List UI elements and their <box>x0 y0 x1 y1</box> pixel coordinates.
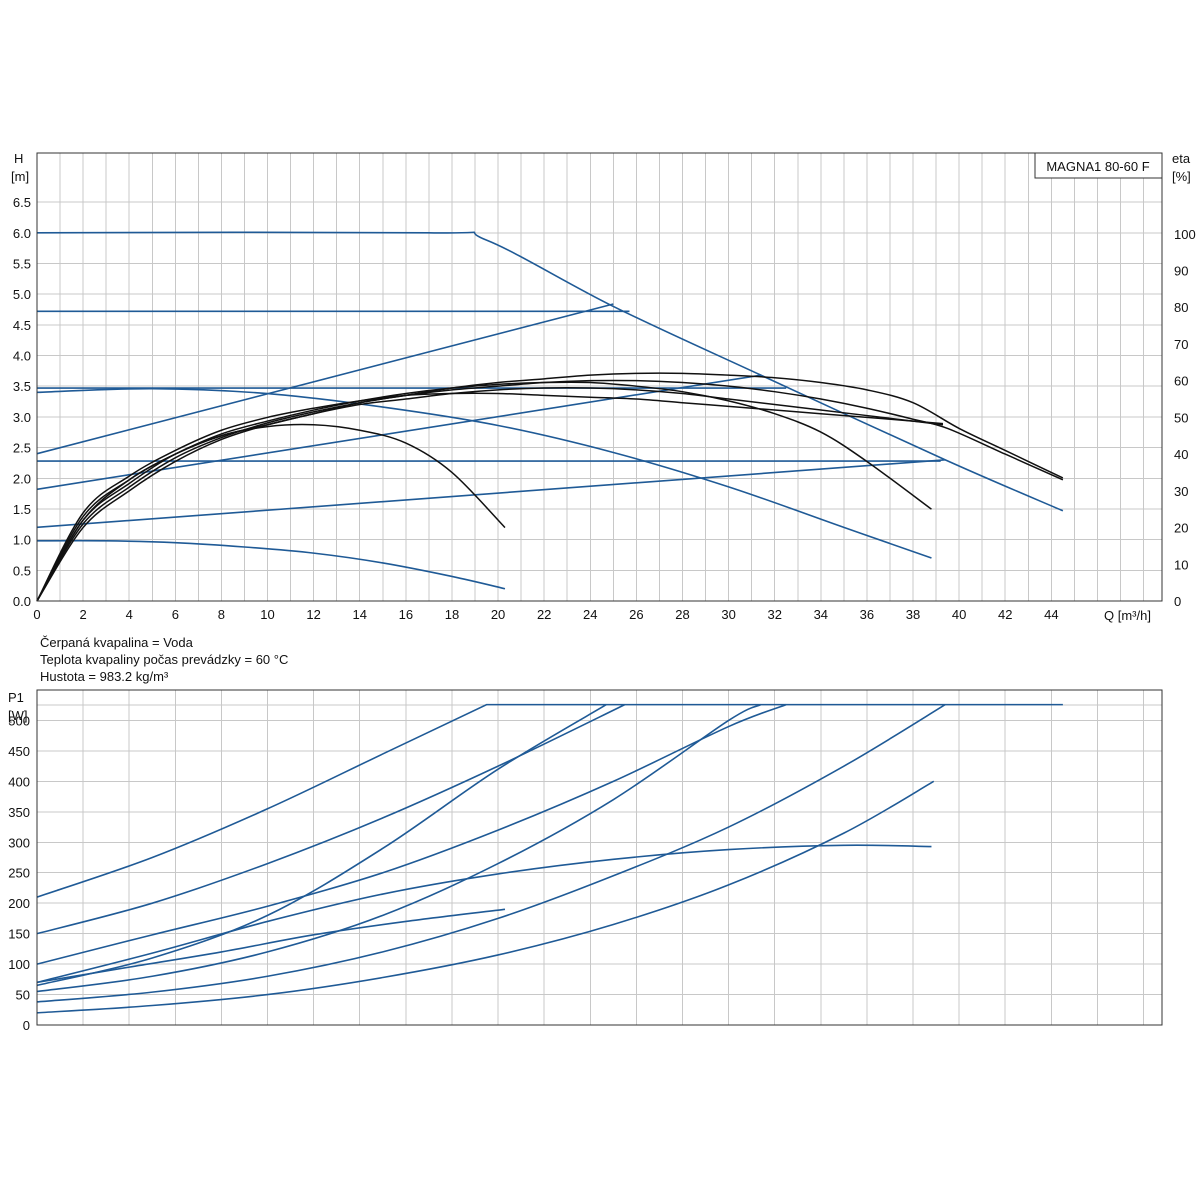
efficiency-curve <box>36 372 1064 602</box>
efficiency-curve <box>36 392 944 602</box>
head-tick-label: 5.5 <box>13 256 31 271</box>
flow-tick-label: 8 <box>218 607 225 622</box>
head-chart-ticks: 0.0 0.5 1.0 1.5 2.0 2.5 3.0 3.5 4.0 4.5 5.0 5.5 6.0 6… <box>13 195 1196 622</box>
head-tick-label: 3.5 <box>13 379 31 394</box>
flow-tick-label: 34 <box>814 607 828 622</box>
flow-tick-label: 32 <box>767 607 781 622</box>
eta-tick-label: 100 <box>1174 227 1196 242</box>
flow-tick-label: 20 <box>491 607 505 622</box>
eta-axis-label: eta <box>1172 151 1191 166</box>
head-tick-label: 6.0 <box>13 226 31 241</box>
flow-tick-label: 14 <box>353 607 367 622</box>
head-axis-label: H <box>14 151 23 166</box>
power-curve <box>36 703 607 987</box>
eta-tick-label: 30 <box>1174 484 1188 499</box>
flow-tick-label: 30 <box>721 607 735 622</box>
flow-tick-label: 44 <box>1044 607 1058 622</box>
flow-tick-label: 6 <box>172 607 179 622</box>
eta-tick-label: 50 <box>1174 410 1188 425</box>
power-chart-frame <box>36 689 1163 1026</box>
head-curve <box>36 459 946 529</box>
flow-tick-label: 36 <box>860 607 874 622</box>
eta-tick-label: 0 <box>1174 594 1181 609</box>
head-efficiency-chart: 0.0 0.5 1.0 1.5 2.0 2.5 3.0 3.5 4.0 4.5 5.0 5.5 6.0 6… <box>11 151 1196 623</box>
head-tick-label: 3.0 <box>13 410 31 425</box>
flow-tick-label: 10 <box>260 607 274 622</box>
flow-tick-label: 0 <box>33 607 40 622</box>
head-tick-label: 1.0 <box>13 533 31 548</box>
power-curve <box>36 844 932 984</box>
head-tick-label: 2.5 <box>13 441 31 456</box>
power-tick-label: 100 <box>8 957 30 972</box>
power-tick-label: 450 <box>8 744 30 759</box>
flow-tick-label: 38 <box>906 607 920 622</box>
head-curve <box>36 387 932 559</box>
eta-tick-label: 40 <box>1174 447 1188 462</box>
flow-tick-label: 16 <box>399 607 413 622</box>
power-curve <box>36 703 762 993</box>
flow-tick-label: 42 <box>998 607 1012 622</box>
flow-tick-label: 22 <box>537 607 551 622</box>
flow-tick-label: 28 <box>675 607 689 622</box>
flow-tick-label: 26 <box>629 607 643 622</box>
head-curve <box>36 539 506 590</box>
efficiency-curve <box>36 423 506 602</box>
power-tick-label: 0 <box>23 1018 30 1033</box>
eta-tick-label: 60 <box>1174 374 1188 389</box>
head-curve <box>36 303 614 455</box>
power-chart-ticks: 0 50 100 150 200 250 300 350 400 450 500 <box>8 713 30 1033</box>
pump-model-box <box>1034 152 1163 179</box>
power-tick-label: 300 <box>8 835 30 850</box>
power-tick-label: 250 <box>8 866 30 881</box>
flow-axis-label: Q [m³/h] <box>1104 608 1151 623</box>
head-chart-grid <box>37 153 1162 601</box>
eta-axis-unit: [%] <box>1172 169 1191 184</box>
head-curve <box>36 231 1064 512</box>
power-tick-label: 500 <box>8 713 30 728</box>
head-axis-unit: [m] <box>11 169 29 184</box>
power-curve <box>36 703 787 965</box>
flow-tick-label: 2 <box>79 607 86 622</box>
head-curve <box>36 374 761 491</box>
power-tick-label: 200 <box>8 896 30 911</box>
power-tick-label: 350 <box>8 805 30 820</box>
power-curve <box>36 703 946 1003</box>
eta-tick-label: 80 <box>1174 300 1188 315</box>
head-tick-label: 4.0 <box>13 349 31 364</box>
head-tick-label: 0.0 <box>13 594 31 609</box>
flow-tick-label: 24 <box>583 607 597 622</box>
power-chart-grid <box>37 690 1162 1025</box>
density-info: Hustota = 983.2 kg/m³ <box>40 669 169 684</box>
flow-tick-label: 40 <box>952 607 966 622</box>
flow-tick-label: 4 <box>126 607 133 622</box>
power-axis-unit: [W] <box>8 708 28 723</box>
pump-model-label: MAGNA1 80-60 F <box>1046 159 1149 174</box>
power-curve <box>36 703 626 935</box>
power-curve <box>36 703 1063 898</box>
head-tick-label: 0.5 <box>13 563 31 578</box>
eta-tick-label: 70 <box>1174 337 1188 352</box>
power-tick-label: 400 <box>8 774 30 789</box>
head-tick-label: 2.0 <box>13 471 31 486</box>
head-tick-label: 5.0 <box>13 287 31 302</box>
eta-tick-label: 10 <box>1174 557 1188 572</box>
power-chart-curves <box>36 703 1063 1014</box>
power-axis-label: P1 <box>8 690 24 705</box>
head-tick-label: 1.5 <box>13 502 31 517</box>
power-curve <box>36 780 935 1014</box>
flow-tick-label: 18 <box>445 607 459 622</box>
eta-tick-label: 20 <box>1174 521 1188 536</box>
head-chart-curves <box>36 231 1064 602</box>
head-tick-label: 4.5 <box>13 318 31 333</box>
fluid-info: Čerpaná kvapalina = Voda <box>40 635 193 650</box>
head-chart-frame <box>36 152 1163 602</box>
power-tick-label: 150 <box>8 927 30 942</box>
power-curve <box>36 908 506 984</box>
flow-tick-label: 12 <box>306 607 320 622</box>
head-tick-label: 6.5 <box>13 195 31 210</box>
eta-tick-label: 90 <box>1174 264 1188 279</box>
power-tick-label: 50 <box>16 988 30 1003</box>
temperature-info: Teplota kvapaliny počas prevádzky = 60 °… <box>40 652 289 667</box>
